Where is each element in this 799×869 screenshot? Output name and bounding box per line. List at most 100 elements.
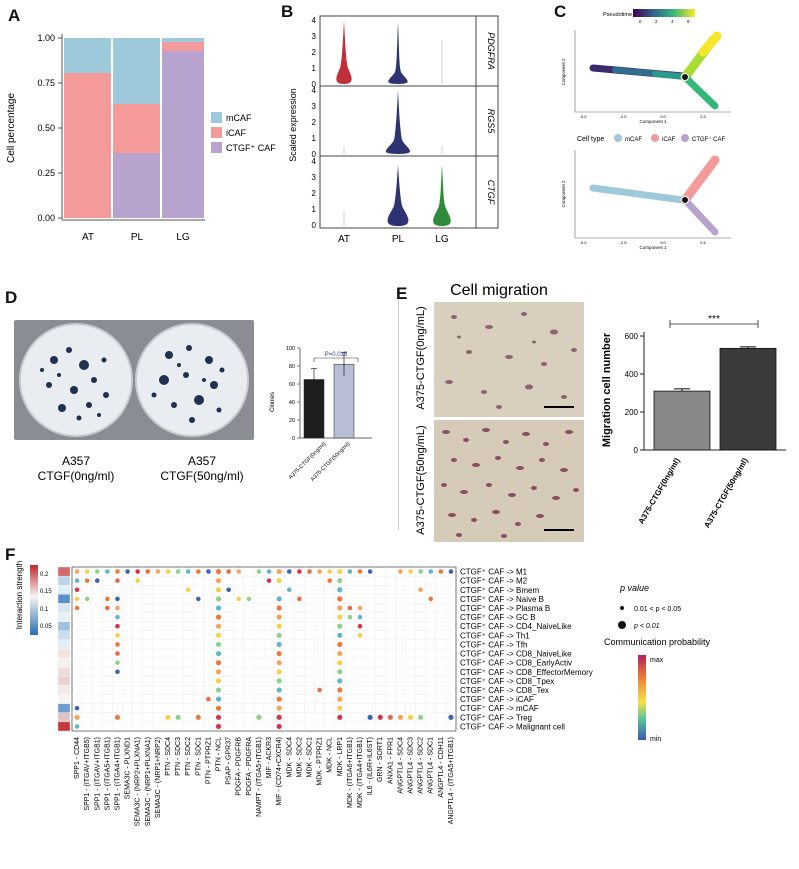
target-label: CTGF⁺ CAF -> CD8_NaiveLike xyxy=(460,650,572,659)
panel-a-xtick-at: AT xyxy=(82,232,94,243)
dotplot-dot xyxy=(286,587,292,593)
dotplot-dot xyxy=(215,632,222,638)
strength-cell xyxy=(57,575,71,586)
strength-label: Interaction strength xyxy=(15,561,24,629)
dotplot-dot xyxy=(74,587,80,593)
panel-e-xtick-0: A375-CTGF(0ng/ml) xyxy=(637,456,682,525)
pair-label: MDK - (ITGA4+ITGB1) xyxy=(357,737,364,808)
strength-cell xyxy=(57,585,71,595)
dotplot-dot xyxy=(276,596,282,602)
dotplot-dot xyxy=(428,569,434,574)
dotplot-dot xyxy=(307,569,312,574)
target-label: CTGF⁺ CAF -> M2 xyxy=(460,577,528,586)
row-label-control: A375-CTGF(0ng/mL) xyxy=(415,306,427,409)
dotplot-dot xyxy=(286,569,292,574)
panel-e-ytick: 200 xyxy=(625,408,639,417)
panel-letter-a: A xyxy=(8,6,21,25)
dotplot-dot xyxy=(115,578,120,583)
dotplot-dot xyxy=(397,714,404,720)
dotplot-dot xyxy=(215,669,222,675)
dotplot-dot xyxy=(196,569,201,574)
dotplot-dot xyxy=(266,578,272,583)
pvalue-legend-small-dot xyxy=(620,606,624,610)
dotplot-dot xyxy=(84,569,90,574)
pair-label: MDK - NCL xyxy=(327,737,334,773)
dotplot-dot xyxy=(357,605,363,611)
dotplot-dot xyxy=(367,569,373,574)
dotplot-dot xyxy=(195,714,201,720)
dotplot-dot xyxy=(418,569,423,574)
violin-ctgf-pl xyxy=(387,165,409,226)
dotplot-dot xyxy=(215,660,222,666)
pvalue-legend-title: p value xyxy=(619,583,649,593)
dotplot-dot xyxy=(175,569,181,574)
celltype-legend-ctgf: CTGF⁺ CAF xyxy=(692,136,725,143)
pair-label: PTN - SDC2 xyxy=(185,737,192,776)
dotplot-dot xyxy=(105,596,110,602)
dotplot-dot xyxy=(115,569,120,574)
dotplot-dot xyxy=(337,687,343,693)
panel-b-ylabel: Scaled expression xyxy=(288,88,298,162)
panel-a-legend: mCAF iCAF CTGF⁺ CAF xyxy=(211,112,276,153)
panel-letter-c: C xyxy=(554,2,567,21)
strength-cell xyxy=(57,667,71,677)
gene-label-ctgf: CTGF xyxy=(486,180,496,205)
dotplot-dot xyxy=(215,687,222,693)
pair-label: PTN - SDC3 xyxy=(175,737,182,776)
dotplot-dot xyxy=(115,633,120,638)
dotplot-dot xyxy=(175,714,181,720)
strength-cell xyxy=(57,630,71,641)
dotplot-dot xyxy=(337,678,343,684)
svg-text:4: 4 xyxy=(312,16,317,25)
target-label: CTGF⁺ CAF -> Treg xyxy=(460,713,532,722)
dotplot-dot xyxy=(317,569,322,574)
dotplot-dot xyxy=(276,568,282,575)
pvalue-label: P=0.015 xyxy=(325,352,348,358)
svg-text:-5.0: -5.0 xyxy=(580,240,588,245)
dotplot-dot xyxy=(215,723,222,730)
svg-text:2: 2 xyxy=(312,189,317,198)
dotplot-dot xyxy=(276,605,282,611)
bar-at xyxy=(64,38,111,218)
panel-letter-b: B xyxy=(281,2,294,21)
strength-cell xyxy=(57,603,71,613)
target-label: CTGF⁺ CAF -> Naive B xyxy=(460,595,544,604)
pair-label: NAMPT - (ITGA5+ITGB1) xyxy=(256,737,263,817)
strength-cell xyxy=(57,657,71,668)
dotplot-dot xyxy=(297,596,302,602)
dotplot-dot xyxy=(206,569,211,574)
svg-text:0: 0 xyxy=(639,19,642,24)
strength-cell xyxy=(57,676,71,686)
panel-d-ytick: 80 xyxy=(289,364,295,370)
dotplot-dot xyxy=(337,596,343,602)
svg-text:0.1: 0.1 xyxy=(40,607,49,613)
dotplot-dot xyxy=(165,714,171,720)
svg-text:6: 6 xyxy=(687,19,690,24)
dotplot-dot xyxy=(74,605,80,611)
dotplot-dot xyxy=(256,569,262,574)
pair-label: MDK - SDC1 xyxy=(306,737,313,778)
dotplot-dot xyxy=(115,642,120,647)
panel-c-ylabel-top: Component 2 xyxy=(561,58,566,86)
svg-text:2: 2 xyxy=(312,118,317,127)
panel-e-bar-chart: Migration cell number 0 200 400 600 *** A37… xyxy=(601,314,786,530)
dotplot-dot xyxy=(276,632,282,638)
panel-e-title: Cell migration xyxy=(450,282,548,299)
target-label: CTGF⁺ CAF -> M1 xyxy=(460,568,528,577)
dotplot-dot xyxy=(74,569,80,574)
pair-label: SPP1 - (ITGAV+ITGB5) xyxy=(84,737,91,811)
panel-e-ytick: 400 xyxy=(625,370,639,379)
target-label: CTGF⁺ CAF -> Bmem xyxy=(460,586,539,595)
legend-mcaf: mCAF xyxy=(226,113,252,123)
dotplot-dot xyxy=(74,724,80,729)
target-label: CTGF⁺ CAF -> CD8_Tex xyxy=(460,686,549,695)
pair-label: PTN - PTPRZ1 xyxy=(205,737,212,784)
pvalue-legend-small: 0.01 < p < 0.05 xyxy=(634,606,681,613)
violin-rgs5-pl xyxy=(385,90,411,154)
pair-label: MDK - SDC4 xyxy=(286,737,293,778)
dish-label-line1: A357 xyxy=(188,454,216,468)
dotplot-dot xyxy=(105,569,110,574)
panel-a-ytick: 1.00 xyxy=(37,33,55,43)
dotplot-dot xyxy=(226,587,231,593)
trajectory-branch-down xyxy=(681,73,719,110)
